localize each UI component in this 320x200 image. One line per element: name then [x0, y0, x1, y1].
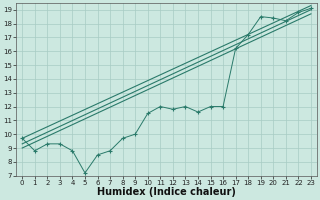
X-axis label: Humidex (Indice chaleur): Humidex (Indice chaleur)	[97, 187, 236, 197]
